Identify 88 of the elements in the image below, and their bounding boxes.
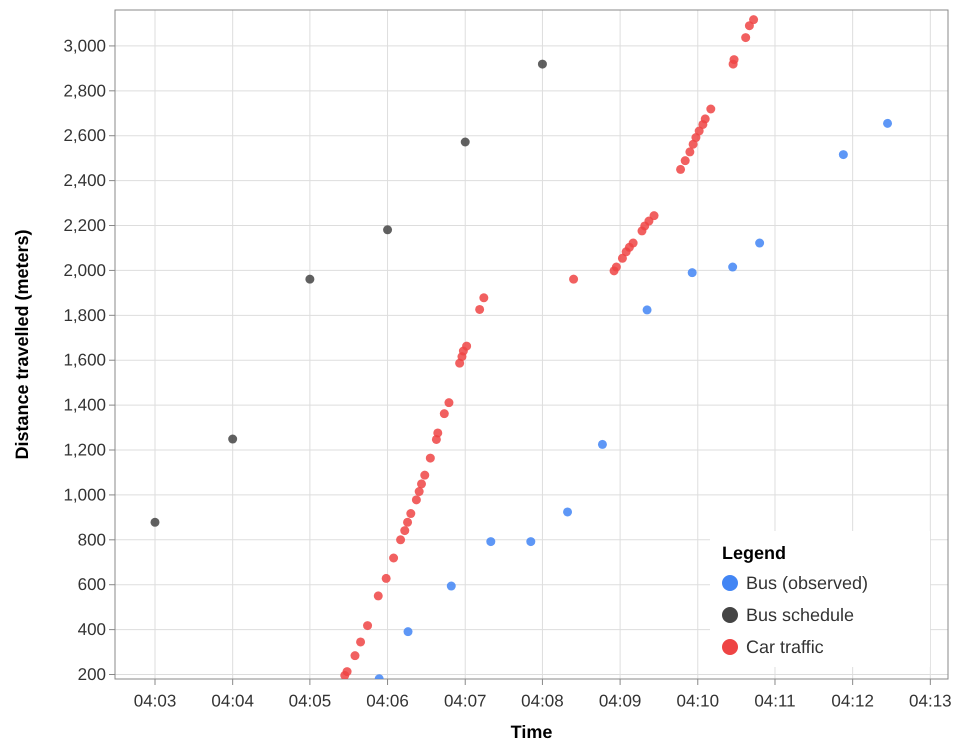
point (706, 104, 716, 114)
x-tick-label: 04:12 (831, 692, 874, 711)
point (403, 518, 412, 527)
point (883, 118, 892, 128)
point (691, 133, 700, 142)
point (342, 667, 352, 676)
point (486, 537, 496, 546)
x-tick-label: 04:10 (676, 692, 720, 711)
point (598, 440, 607, 449)
y-tick-label: 1,000 (63, 485, 106, 504)
legend-label: Bus (observed) (746, 573, 868, 593)
point (741, 33, 750, 42)
legend-label: Car traffic (746, 637, 824, 657)
point (694, 126, 704, 136)
point (363, 621, 372, 630)
y-tick-label: 1,600 (63, 350, 106, 370)
point (374, 591, 383, 600)
point (650, 211, 659, 220)
point (526, 537, 536, 546)
point (612, 262, 621, 272)
x-tick-label: 04:11 (754, 692, 796, 711)
point (383, 225, 392, 234)
point (389, 553, 398, 562)
point (479, 293, 488, 302)
y-tick-label: 2,400 (63, 171, 106, 190)
point (440, 409, 449, 418)
x-tick-label: 04:04 (211, 692, 254, 711)
y-tick-label: 2,000 (63, 260, 106, 280)
point (305, 274, 314, 284)
point (446, 582, 456, 591)
point (475, 304, 484, 314)
point (618, 254, 627, 263)
x-tick-label: 04:06 (366, 692, 409, 711)
y-tick-label: 1,800 (63, 306, 106, 325)
y-tick-label: 3,000 (63, 36, 106, 56)
point (460, 138, 470, 147)
point (728, 262, 738, 272)
legend-label: Bus schedule (746, 605, 854, 625)
x-tick-label: 04:03 (134, 692, 176, 711)
x-tick-label: 04:05 (288, 692, 332, 711)
point (150, 518, 160, 527)
point (700, 114, 710, 124)
x-tick-label: 04:13 (909, 692, 952, 711)
point (462, 342, 472, 351)
point (433, 428, 442, 438)
point (730, 55, 739, 64)
point (688, 268, 697, 278)
point (680, 156, 690, 166)
point (417, 479, 426, 488)
y-tick-label: 1,200 (63, 440, 106, 460)
point (644, 216, 654, 226)
y-tick-label: 600 (78, 575, 106, 594)
y-tick-label: 2,600 (63, 126, 106, 146)
point (642, 305, 652, 314)
y-tick-label: 200 (78, 664, 106, 684)
y-tick-label: 2,800 (63, 81, 106, 100)
point (400, 526, 410, 536)
point (838, 150, 848, 160)
point (412, 495, 421, 504)
y-tick-label: 2,200 (63, 216, 106, 235)
x-tick-label: 04:09 (598, 692, 642, 711)
point (569, 274, 578, 284)
point (628, 238, 638, 248)
point (563, 507, 572, 516)
point (538, 60, 547, 69)
x-tick-label: 04:07 (444, 692, 486, 711)
point (414, 487, 424, 496)
x-axis-title: Time (510, 722, 552, 742)
point (685, 147, 694, 156)
point (406, 509, 416, 518)
point (420, 470, 430, 480)
point (749, 15, 758, 24)
y-tick-label: 800 (78, 530, 106, 550)
point (755, 238, 764, 248)
point (426, 454, 435, 463)
point (356, 637, 366, 646)
point (382, 574, 391, 583)
x-tick-label: 04:08 (521, 692, 564, 711)
point (404, 627, 413, 636)
y-tick-label: 1,400 (63, 396, 106, 415)
point (350, 651, 360, 660)
y-axis-title: Distance travelled (meters) (12, 229, 32, 460)
legend-title: Legend (722, 543, 786, 563)
y-tick-label: 400 (78, 620, 106, 640)
point (396, 535, 406, 544)
point (676, 164, 686, 174)
point (444, 398, 454, 408)
point (228, 434, 238, 444)
